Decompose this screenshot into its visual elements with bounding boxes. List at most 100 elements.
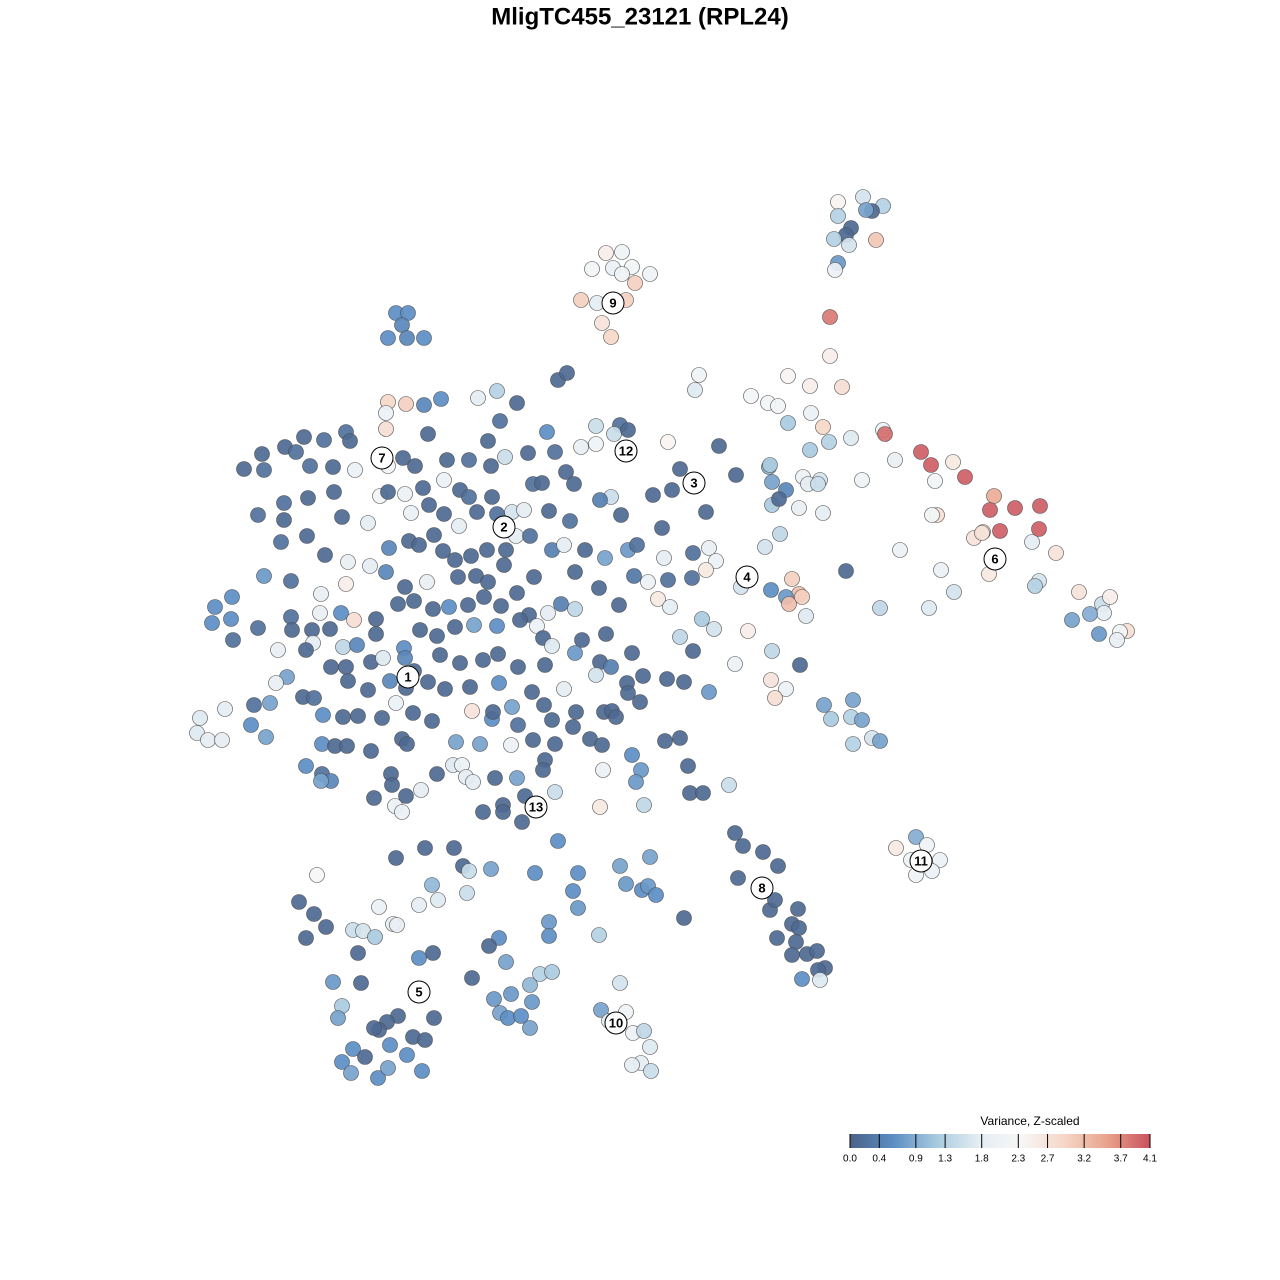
point [414, 1063, 430, 1079]
point [306, 690, 322, 706]
cluster-label: 5 [415, 984, 422, 999]
point [798, 608, 814, 624]
point [791, 500, 807, 516]
point [845, 692, 861, 708]
point [771, 491, 787, 507]
point [854, 472, 870, 488]
point [1071, 584, 1087, 600]
point [927, 473, 943, 489]
point [821, 434, 837, 450]
point [591, 927, 607, 943]
point [794, 971, 810, 987]
point [595, 762, 611, 778]
point [483, 458, 499, 474]
point [684, 570, 700, 586]
point [381, 540, 397, 556]
point [268, 675, 284, 691]
point [1024, 534, 1040, 550]
point [769, 930, 785, 946]
point [342, 433, 358, 449]
point [417, 1032, 433, 1048]
point [273, 534, 289, 550]
point [1007, 500, 1023, 516]
point [816, 697, 832, 713]
point [676, 674, 692, 690]
cluster-label: 11 [914, 853, 928, 868]
point [416, 397, 432, 413]
points [189, 189, 1135, 1086]
point [854, 712, 870, 728]
point [399, 1047, 415, 1063]
point [283, 609, 299, 625]
point [350, 945, 366, 961]
point [727, 656, 743, 672]
point [411, 950, 427, 966]
point [588, 436, 604, 452]
point [855, 189, 871, 205]
point [592, 799, 608, 815]
point [420, 674, 436, 690]
point [612, 975, 628, 991]
point [822, 348, 838, 364]
point [656, 550, 672, 566]
point [522, 977, 538, 993]
cluster-label: 3 [690, 475, 697, 490]
point [498, 954, 514, 970]
point [767, 892, 783, 908]
point [395, 450, 411, 466]
point [429, 766, 445, 782]
point [770, 398, 786, 414]
point [426, 1010, 442, 1026]
point [223, 611, 239, 627]
point [461, 863, 477, 879]
cluster-label-badge [407, 980, 431, 1004]
point [541, 503, 557, 519]
point [780, 415, 796, 431]
point [189, 725, 205, 741]
point [313, 773, 329, 789]
point [389, 917, 405, 933]
point [346, 612, 362, 628]
point [484, 489, 500, 505]
point [913, 444, 929, 460]
point [291, 894, 307, 910]
point [603, 659, 619, 675]
point [608, 709, 624, 725]
point [384, 777, 400, 793]
cluster-label: 1 [404, 669, 411, 684]
point [334, 1054, 350, 1070]
colorbar-tick-label: 3.2 [1077, 1154, 1091, 1165]
point [430, 892, 446, 908]
point [225, 632, 241, 648]
point [834, 379, 850, 395]
point [526, 569, 542, 585]
point [256, 462, 272, 478]
point [757, 539, 773, 555]
point [706, 621, 722, 637]
point [397, 650, 413, 666]
point [1032, 498, 1048, 514]
point [524, 994, 540, 1010]
point [553, 596, 569, 612]
point [475, 652, 491, 668]
point [425, 945, 441, 961]
point [316, 432, 332, 448]
point [258, 729, 274, 745]
point [450, 569, 466, 585]
point [489, 618, 505, 634]
point [436, 506, 452, 522]
point [946, 584, 962, 600]
point [650, 591, 666, 607]
point [694, 611, 710, 627]
point [645, 487, 661, 503]
point [397, 486, 413, 502]
point [469, 504, 485, 520]
point [353, 975, 369, 991]
point [296, 429, 312, 445]
point [845, 736, 861, 752]
point [632, 694, 648, 710]
colorbar [850, 1134, 1150, 1148]
point [784, 947, 800, 963]
cluster-label: 10 [609, 1015, 623, 1030]
point [374, 710, 390, 726]
